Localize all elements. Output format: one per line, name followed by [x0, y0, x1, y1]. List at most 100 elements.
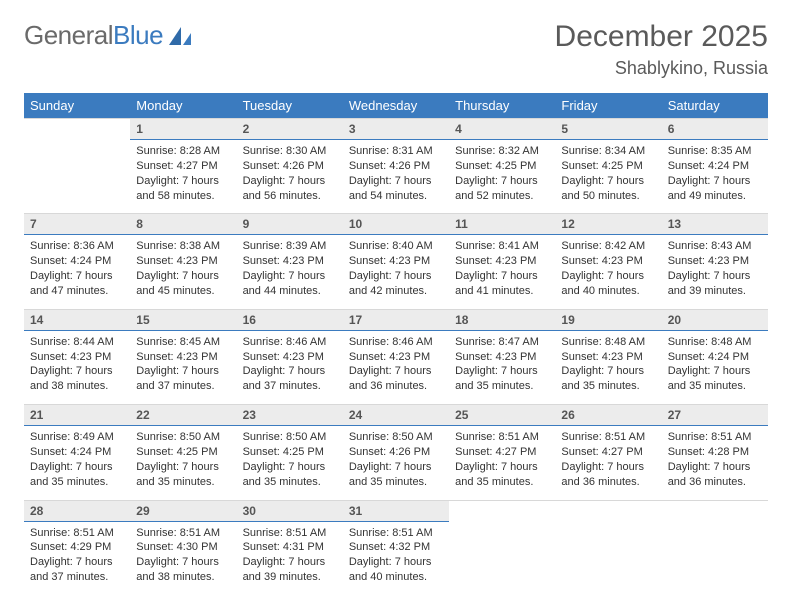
day-number: 18	[449, 310, 555, 331]
day-number: 27	[662, 405, 768, 426]
day-number: 26	[555, 405, 661, 426]
day-details: Sunrise: 8:34 AMSunset: 4:25 PMDaylight:…	[555, 140, 661, 213]
day-number: 4	[449, 119, 555, 140]
day-details: Sunrise: 8:50 AMSunset: 4:25 PMDaylight:…	[237, 426, 343, 499]
day-details: Sunrise: 8:30 AMSunset: 4:26 PMDaylight:…	[237, 140, 343, 213]
calendar-cell: 8Sunrise: 8:38 AMSunset: 4:23 PMDaylight…	[130, 214, 236, 309]
weekday-header: Sunday	[24, 93, 130, 119]
calendar-cell: 15Sunrise: 8:45 AMSunset: 4:23 PMDayligh…	[130, 309, 236, 404]
calendar-cell: 16Sunrise: 8:46 AMSunset: 4:23 PMDayligh…	[237, 309, 343, 404]
day-number: 29	[130, 501, 236, 522]
day-details: Sunrise: 8:32 AMSunset: 4:25 PMDaylight:…	[449, 140, 555, 213]
day-number: 1	[130, 119, 236, 140]
calendar-cell: 18Sunrise: 8:47 AMSunset: 4:23 PMDayligh…	[449, 309, 555, 404]
day-number: 16	[237, 310, 343, 331]
logo-text-blue: Blue	[113, 20, 163, 51]
logo-sail-icon	[167, 25, 193, 47]
day-number: 22	[130, 405, 236, 426]
day-number: 15	[130, 310, 236, 331]
day-details: Sunrise: 8:50 AMSunset: 4:25 PMDaylight:…	[130, 426, 236, 499]
day-details: Sunrise: 8:45 AMSunset: 4:23 PMDaylight:…	[130, 331, 236, 404]
day-details: Sunrise: 8:41 AMSunset: 4:23 PMDaylight:…	[449, 235, 555, 308]
day-number: 13	[662, 214, 768, 235]
day-number: 7	[24, 214, 130, 235]
calendar-cell: 9Sunrise: 8:39 AMSunset: 4:23 PMDaylight…	[237, 214, 343, 309]
location-subtitle: Shablykino, Russia	[555, 58, 768, 79]
day-details: Sunrise: 8:47 AMSunset: 4:23 PMDaylight:…	[449, 331, 555, 404]
calendar-cell: 2Sunrise: 8:30 AMSunset: 4:26 PMDaylight…	[237, 119, 343, 214]
calendar-cell: 25Sunrise: 8:51 AMSunset: 4:27 PMDayligh…	[449, 405, 555, 500]
calendar-cell: 14Sunrise: 8:44 AMSunset: 4:23 PMDayligh…	[24, 309, 130, 404]
day-number: 14	[24, 310, 130, 331]
day-number: 8	[130, 214, 236, 235]
day-details: Sunrise: 8:50 AMSunset: 4:26 PMDaylight:…	[343, 426, 449, 499]
day-number: 12	[555, 214, 661, 235]
day-details: Sunrise: 8:36 AMSunset: 4:24 PMDaylight:…	[24, 235, 130, 308]
day-details: Sunrise: 8:43 AMSunset: 4:23 PMDaylight:…	[662, 235, 768, 308]
calendar-cell: .	[662, 500, 768, 595]
weekday-header: Tuesday	[237, 93, 343, 119]
day-details: Sunrise: 8:48 AMSunset: 4:24 PMDaylight:…	[662, 331, 768, 404]
calendar-week-row: 7Sunrise: 8:36 AMSunset: 4:24 PMDaylight…	[24, 214, 768, 309]
calendar-cell: 28Sunrise: 8:51 AMSunset: 4:29 PMDayligh…	[24, 500, 130, 595]
calendar-cell: 21Sunrise: 8:49 AMSunset: 4:24 PMDayligh…	[24, 405, 130, 500]
calendar-cell: 30Sunrise: 8:51 AMSunset: 4:31 PMDayligh…	[237, 500, 343, 595]
calendar-table: SundayMondayTuesdayWednesdayThursdayFrid…	[24, 93, 768, 595]
day-number: 20	[662, 310, 768, 331]
day-number: 6	[662, 119, 768, 140]
calendar-cell: 22Sunrise: 8:50 AMSunset: 4:25 PMDayligh…	[130, 405, 236, 500]
day-number: 25	[449, 405, 555, 426]
day-number: 5	[555, 119, 661, 140]
logo-text-general: General	[24, 20, 113, 51]
day-details: Sunrise: 8:46 AMSunset: 4:23 PMDaylight:…	[237, 331, 343, 404]
calendar-cell: 11Sunrise: 8:41 AMSunset: 4:23 PMDayligh…	[449, 214, 555, 309]
calendar-cell: 5Sunrise: 8:34 AMSunset: 4:25 PMDaylight…	[555, 119, 661, 214]
calendar-cell: 6Sunrise: 8:35 AMSunset: 4:24 PMDaylight…	[662, 119, 768, 214]
title-block: December 2025 Shablykino, Russia	[555, 20, 768, 79]
weekday-header-row: SundayMondayTuesdayWednesdayThursdayFrid…	[24, 93, 768, 119]
day-number: 9	[237, 214, 343, 235]
day-number: 31	[343, 501, 449, 522]
day-details: Sunrise: 8:35 AMSunset: 4:24 PMDaylight:…	[662, 140, 768, 213]
day-number: 21	[24, 405, 130, 426]
day-number: 2	[237, 119, 343, 140]
day-details: Sunrise: 8:40 AMSunset: 4:23 PMDaylight:…	[343, 235, 449, 308]
calendar-cell: 12Sunrise: 8:42 AMSunset: 4:23 PMDayligh…	[555, 214, 661, 309]
day-details: Sunrise: 8:31 AMSunset: 4:26 PMDaylight:…	[343, 140, 449, 213]
calendar-cell: 3Sunrise: 8:31 AMSunset: 4:26 PMDaylight…	[343, 119, 449, 214]
page-title: December 2025	[555, 20, 768, 54]
calendar-cell: .	[449, 500, 555, 595]
calendar-cell: .	[555, 500, 661, 595]
calendar-cell: 27Sunrise: 8:51 AMSunset: 4:28 PMDayligh…	[662, 405, 768, 500]
day-number: 30	[237, 501, 343, 522]
day-details: Sunrise: 8:44 AMSunset: 4:23 PMDaylight:…	[24, 331, 130, 404]
day-number: 19	[555, 310, 661, 331]
calendar-cell: 7Sunrise: 8:36 AMSunset: 4:24 PMDaylight…	[24, 214, 130, 309]
calendar-cell: 31Sunrise: 8:51 AMSunset: 4:32 PMDayligh…	[343, 500, 449, 595]
calendar-cell: 23Sunrise: 8:50 AMSunset: 4:25 PMDayligh…	[237, 405, 343, 500]
weekday-header: Thursday	[449, 93, 555, 119]
calendar-cell: 4Sunrise: 8:32 AMSunset: 4:25 PMDaylight…	[449, 119, 555, 214]
calendar-cell: 19Sunrise: 8:48 AMSunset: 4:23 PMDayligh…	[555, 309, 661, 404]
calendar-body: . 1Sunrise: 8:28 AMSunset: 4:27 PMDayligh…	[24, 119, 768, 595]
day-number: 24	[343, 405, 449, 426]
calendar-cell: 13Sunrise: 8:43 AMSunset: 4:23 PMDayligh…	[662, 214, 768, 309]
calendar-cell: 10Sunrise: 8:40 AMSunset: 4:23 PMDayligh…	[343, 214, 449, 309]
day-number: 11	[449, 214, 555, 235]
calendar-cell: 1Sunrise: 8:28 AMSunset: 4:27 PMDaylight…	[130, 119, 236, 214]
day-details: Sunrise: 8:51 AMSunset: 4:32 PMDaylight:…	[343, 522, 449, 595]
weekday-header: Monday	[130, 93, 236, 119]
day-number: 3	[343, 119, 449, 140]
day-details: Sunrise: 8:39 AMSunset: 4:23 PMDaylight:…	[237, 235, 343, 308]
calendar-cell: 24Sunrise: 8:50 AMSunset: 4:26 PMDayligh…	[343, 405, 449, 500]
calendar-week-row: .1Sunrise: 8:28 AMSunset: 4:27 PMDayligh…	[24, 119, 768, 214]
day-details: Sunrise: 8:51 AMSunset: 4:31 PMDaylight:…	[237, 522, 343, 595]
day-details: Sunrise: 8:51 AMSunset: 4:27 PMDaylight:…	[449, 426, 555, 499]
day-details: Sunrise: 8:51 AMSunset: 4:29 PMDaylight:…	[24, 522, 130, 595]
day-number: 10	[343, 214, 449, 235]
weekday-header: Friday	[555, 93, 661, 119]
calendar-cell: 17Sunrise: 8:46 AMSunset: 4:23 PMDayligh…	[343, 309, 449, 404]
weekday-header: Saturday	[662, 93, 768, 119]
calendar-week-row: 14Sunrise: 8:44 AMSunset: 4:23 PMDayligh…	[24, 309, 768, 404]
day-number: 28	[24, 501, 130, 522]
